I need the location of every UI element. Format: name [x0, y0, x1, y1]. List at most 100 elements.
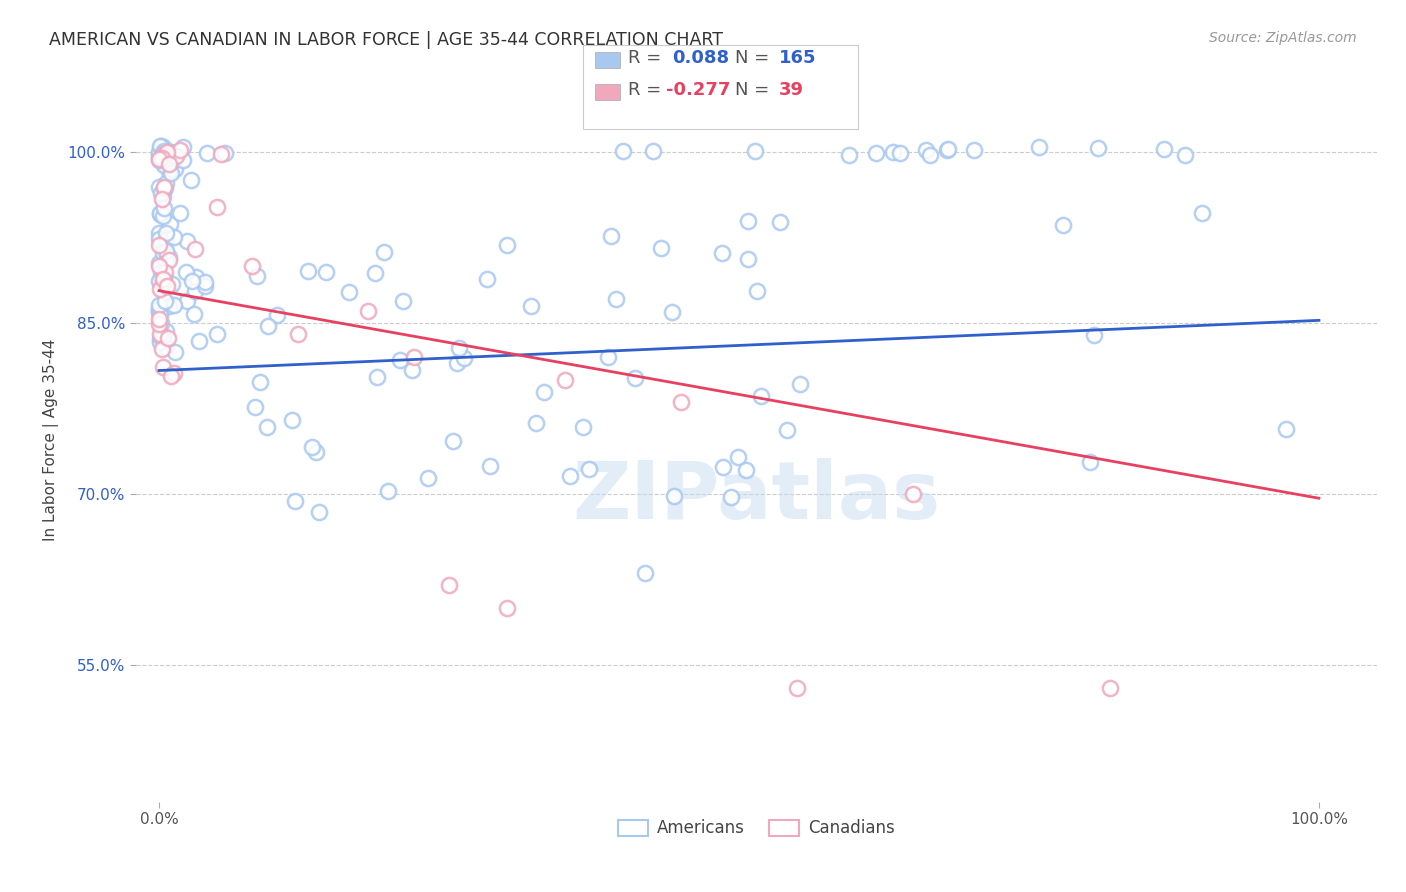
- Point: [194, 279, 217, 293]
- Point: [558, 469, 581, 483]
- Point: [257, 318, 280, 333]
- Point: [769, 215, 792, 229]
- Y-axis label: In Labor Force | Age 35-44: In Labor Force | Age 35-44: [44, 338, 59, 541]
- Point: [605, 293, 627, 307]
- Point: [152, 272, 174, 286]
- Point: [157, 252, 180, 267]
- Point: [478, 458, 501, 473]
- Point: [149, 330, 172, 344]
- Point: [150, 151, 173, 165]
- Point: [711, 245, 734, 260]
- Point: [153, 144, 176, 158]
- Point: [156, 149, 179, 163]
- Point: [495, 238, 517, 252]
- Point: [776, 424, 799, 438]
- Point: [153, 181, 176, 195]
- Point: [163, 366, 186, 380]
- Point: [149, 207, 172, 221]
- Point: [149, 334, 172, 349]
- Point: [301, 440, 323, 454]
- Point: [159, 145, 181, 159]
- Point: [745, 284, 768, 298]
- Point: [155, 340, 177, 354]
- Point: [1191, 205, 1213, 219]
- Point: [148, 255, 170, 269]
- Point: [533, 384, 555, 399]
- Point: [416, 471, 439, 485]
- Point: [315, 265, 337, 279]
- Point: [155, 150, 177, 164]
- Point: [1052, 218, 1074, 232]
- Point: [357, 304, 380, 318]
- Point: [148, 260, 170, 274]
- Point: [153, 273, 176, 287]
- Point: [183, 284, 205, 298]
- Point: [749, 388, 772, 402]
- Point: [205, 326, 228, 341]
- Point: [209, 147, 232, 161]
- Point: [155, 244, 177, 258]
- Point: [163, 161, 186, 176]
- Text: 165: 165: [779, 49, 817, 67]
- Point: [152, 140, 174, 154]
- Text: -0.277: -0.277: [666, 81, 731, 99]
- Point: [669, 395, 692, 409]
- Point: [441, 434, 464, 448]
- Point: [662, 489, 685, 503]
- Point: [149, 332, 172, 346]
- Point: [150, 316, 173, 330]
- Point: [373, 244, 395, 259]
- Point: [149, 139, 172, 153]
- Point: [159, 217, 181, 231]
- Point: [207, 200, 229, 214]
- Point: [172, 140, 194, 154]
- Text: R =: R =: [628, 81, 668, 99]
- Point: [150, 146, 173, 161]
- Point: [148, 148, 170, 162]
- Point: [600, 229, 623, 244]
- Point: [148, 305, 170, 319]
- Point: [148, 298, 170, 312]
- Point: [453, 351, 475, 365]
- Point: [152, 209, 174, 223]
- Point: [720, 490, 742, 504]
- Point: [148, 153, 170, 167]
- Point: [153, 243, 176, 257]
- Point: [1078, 455, 1101, 469]
- Point: [148, 318, 170, 332]
- Point: [150, 329, 173, 343]
- Point: [180, 274, 202, 288]
- Point: [162, 230, 184, 244]
- Text: 0.088: 0.088: [672, 49, 730, 67]
- Point: [176, 294, 198, 309]
- Point: [150, 193, 173, 207]
- Point: [308, 505, 330, 519]
- Point: [169, 206, 191, 220]
- Point: [169, 143, 191, 157]
- Point: [150, 149, 173, 163]
- Point: [157, 150, 180, 164]
- Point: [155, 233, 177, 247]
- Point: [159, 166, 181, 180]
- Point: [194, 275, 217, 289]
- Point: [176, 234, 198, 248]
- Point: [1274, 422, 1296, 436]
- Point: [283, 494, 305, 508]
- Point: [188, 334, 211, 348]
- Point: [1028, 140, 1050, 154]
- Point: [150, 186, 173, 200]
- Text: ZIPatlas: ZIPatlas: [572, 458, 941, 536]
- Point: [401, 362, 423, 376]
- Point: [882, 145, 904, 160]
- Point: [596, 350, 619, 364]
- Point: [1087, 141, 1109, 155]
- Point: [727, 450, 749, 464]
- Point: [337, 285, 360, 299]
- Point: [152, 246, 174, 260]
- Point: [366, 369, 388, 384]
- Point: [156, 278, 179, 293]
- Point: [180, 173, 202, 187]
- Point: [150, 265, 173, 279]
- Point: [266, 308, 288, 322]
- Point: [150, 143, 173, 157]
